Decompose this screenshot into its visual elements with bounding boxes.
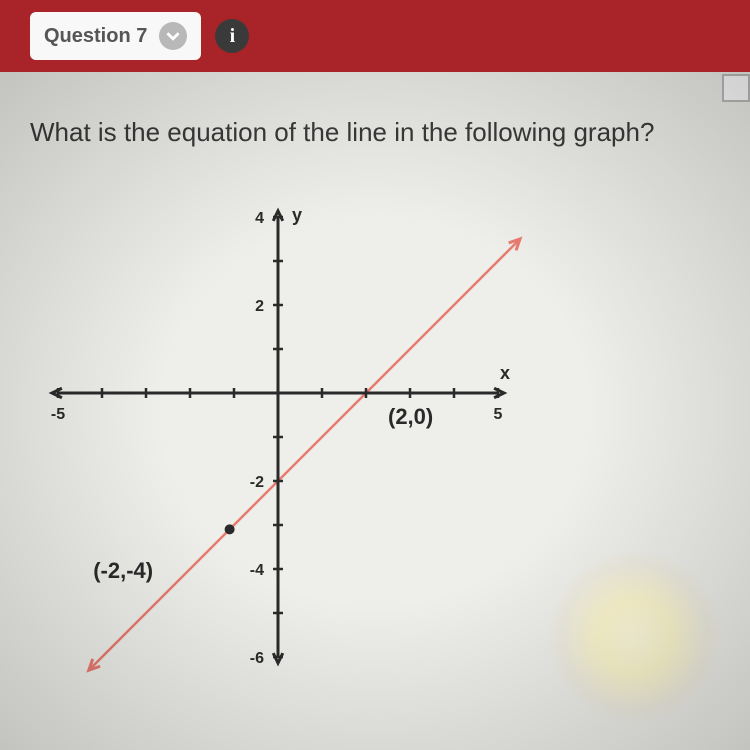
- graph-svg: -5 5 4 2 -2 -4 -6 y x (2,0) (-2,-4): [30, 173, 550, 693]
- screen-glare: [550, 552, 720, 722]
- svg-text:-6: -6: [250, 650, 264, 667]
- svg-text:(-2,-4): (-2,-4): [93, 558, 153, 583]
- header-bar: Question 7 i: [0, 0, 750, 72]
- svg-text:(2,0): (2,0): [388, 404, 433, 429]
- svg-text:-2: -2: [250, 474, 264, 491]
- svg-text:x: x: [500, 363, 510, 383]
- info-icon[interactable]: i: [215, 19, 249, 53]
- svg-text:y: y: [292, 205, 302, 225]
- svg-text:4: 4: [255, 210, 264, 227]
- graph: -5 5 4 2 -2 -4 -6 y x (2,0) (-2,-4): [30, 173, 550, 693]
- svg-text:5: 5: [494, 406, 503, 423]
- question-nav-pill[interactable]: Question 7: [30, 12, 201, 60]
- question-label: Question 7: [44, 25, 147, 48]
- svg-text:-4: -4: [250, 562, 264, 579]
- svg-text:-5: -5: [51, 406, 65, 423]
- content-area: What is the equation of the line in the …: [0, 72, 750, 750]
- chevron-down-icon[interactable]: [159, 22, 187, 50]
- flag-checkbox[interactable]: [722, 74, 750, 102]
- svg-text:2: 2: [255, 298, 264, 315]
- question-text: What is the equation of the line in the …: [30, 117, 720, 148]
